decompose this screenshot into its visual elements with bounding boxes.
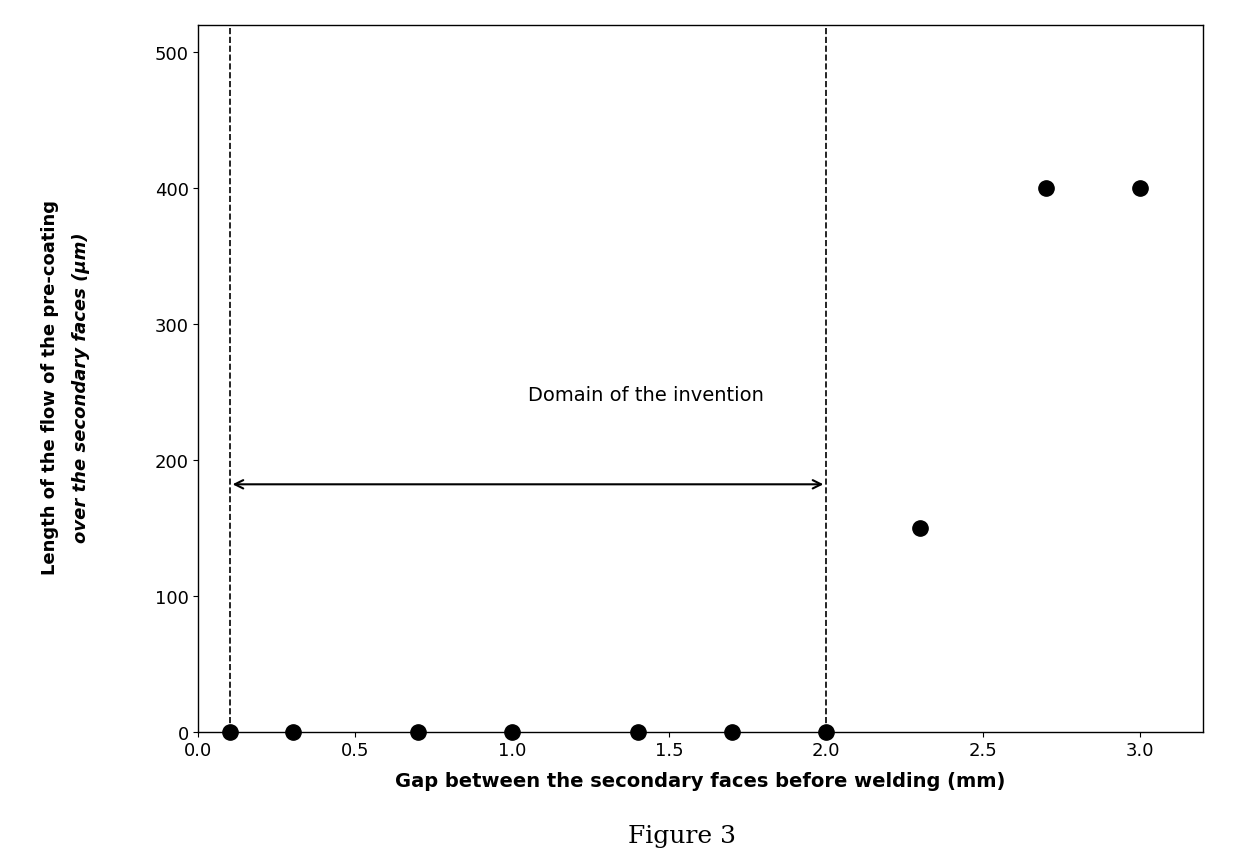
Point (627, 725, 647, 739)
Point (816, 725, 836, 739)
Text: Length of the flow of the pre-coating: Length of the flow of the pre-coating (41, 200, 58, 575)
Point (722, 725, 742, 739)
Point (1130, 182, 1149, 195)
Point (1035, 182, 1055, 195)
Point (283, 725, 303, 739)
Point (408, 725, 428, 739)
X-axis label: Gap between the secondary faces before welding (mm): Gap between the secondary faces before w… (396, 771, 1006, 790)
Text: Figure 3: Figure 3 (627, 824, 737, 846)
Point (502, 725, 522, 739)
Text: Domain of the invention: Domain of the invention (528, 386, 764, 405)
Point (910, 521, 930, 535)
Point (219, 725, 239, 739)
Text: over the secondary faces (µm): over the secondary faces (µm) (72, 232, 89, 542)
